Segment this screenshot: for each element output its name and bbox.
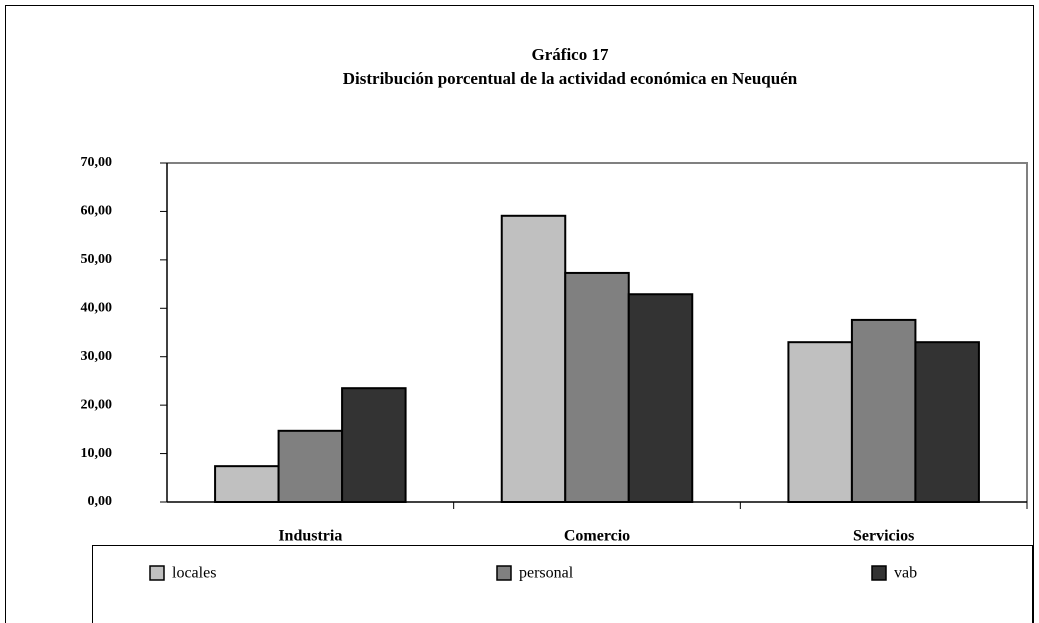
bar bbox=[914, 341, 980, 503]
chart-title: Gráfico 17 bbox=[532, 45, 609, 64]
legend-swatch bbox=[496, 565, 512, 581]
bar bbox=[627, 293, 694, 503]
bar bbox=[214, 465, 280, 504]
legend-swatch bbox=[149, 565, 165, 581]
bar bbox=[564, 271, 630, 503]
y-tick-label: 20,00 bbox=[81, 397, 113, 412]
bar bbox=[500, 214, 567, 503]
bar bbox=[277, 429, 344, 503]
x-tick-label: Servicios bbox=[853, 528, 914, 545]
legend-label: vab bbox=[894, 565, 917, 582]
legend-box bbox=[92, 545, 1033, 623]
x-tick-label: Industria bbox=[278, 528, 342, 545]
y-tick-label: 0,00 bbox=[88, 494, 113, 509]
y-tick-label: 60,00 bbox=[81, 204, 113, 219]
bar bbox=[341, 387, 407, 504]
y-tick-label: 10,00 bbox=[81, 446, 113, 461]
y-tick-label: 30,00 bbox=[81, 349, 113, 364]
plot-border bbox=[167, 162, 1028, 502]
x-tick-label: Comercio bbox=[564, 528, 630, 545]
legend-swatch bbox=[871, 565, 887, 581]
legend-label: personal bbox=[519, 565, 574, 582]
y-tick-label: 40,00 bbox=[81, 301, 113, 316]
y-tick-label: 50,00 bbox=[81, 252, 113, 267]
legend-label: locales bbox=[172, 565, 216, 582]
bar bbox=[787, 341, 853, 503]
y-tick-label: 70,00 bbox=[81, 155, 113, 170]
bar bbox=[850, 318, 917, 503]
chart-subtitle: Distribución porcentual de la actividad … bbox=[343, 69, 798, 88]
